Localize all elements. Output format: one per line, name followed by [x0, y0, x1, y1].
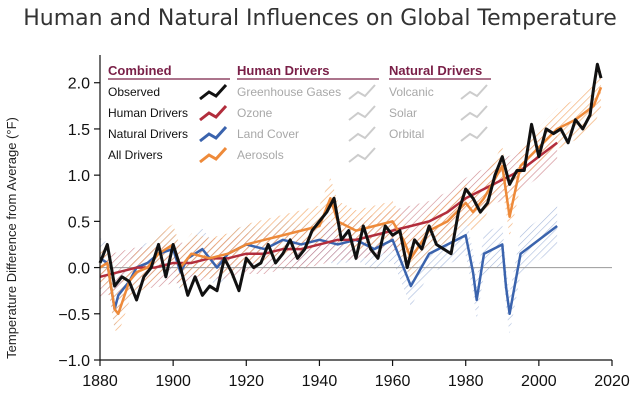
legend-item-label: Orbital: [389, 127, 424, 141]
legend-item-label: Land Cover: [237, 127, 299, 141]
x-tick-label: 2020: [594, 373, 630, 390]
legend-swatch: [199, 83, 228, 101]
y-tick-label: 1.5: [68, 122, 90, 139]
chart-title: Human and Natural Influences on Global T…: [23, 6, 617, 31]
legend-swatch: [348, 147, 376, 163]
y-tick-label: 0.5: [68, 214, 90, 231]
y-tick-label: 0.0: [68, 261, 90, 278]
x-tick-label: 1880: [82, 373, 118, 390]
legend-swatch: [348, 126, 376, 142]
legend-swatch: [460, 126, 488, 142]
legend-item-label: Natural Drivers: [108, 127, 188, 141]
legend-swatch: [348, 105, 376, 121]
y-tick-label: −0.5: [58, 307, 90, 324]
legend: Combined Observed Human Drivers Natural Dri…: [108, 63, 491, 164]
series-line-human-drivers: [99, 141, 558, 279]
x-tick-label: 1940: [302, 373, 338, 390]
legend-swatch: [348, 84, 376, 100]
series-line-natural-drivers: [99, 224, 558, 316]
legend-item-label: Observed: [108, 85, 160, 99]
legend-item-label: Volcanic: [389, 85, 434, 99]
y-tick-label: −1.0: [58, 353, 90, 370]
legend-item-label: Aerosols: [237, 148, 284, 162]
series-line-observed: [98, 62, 603, 302]
legend-item-label: All Drivers: [108, 148, 163, 162]
legend-swatch: [199, 125, 228, 143]
legend-swatch: [460, 105, 488, 121]
legend-item-label: Solar: [389, 106, 417, 120]
series-lines: [98, 62, 603, 316]
x-tick-label: 1960: [375, 373, 411, 390]
legend-item-label: Human Drivers: [108, 106, 188, 120]
legend-item-label: Ozone: [237, 106, 273, 120]
legend-swatch: [460, 84, 488, 100]
legend-swatch: [199, 104, 228, 122]
x-tick-label: 1920: [228, 373, 264, 390]
x-tick-label: 1900: [155, 373, 191, 390]
x-tick-label: 2000: [521, 373, 557, 390]
legend-heading: Natural Drivers: [389, 63, 482, 78]
axes: −1.0 −0.5 0.0 0.5 1.0 1.5 2.0 1880 1900 1920 1940 1…: [58, 55, 630, 390]
x-tick-label: 1980: [448, 373, 484, 390]
y-tick-label: 2.0: [68, 76, 90, 93]
y-tick-label: 1.0: [68, 168, 90, 185]
legend-item-label: Greenhouse Gases: [237, 85, 341, 99]
legend-heading: Human Drivers: [237, 63, 329, 78]
legend-heading: Combined: [108, 63, 172, 78]
legend-swatch: [199, 146, 228, 164]
y-axis-label: Temperature Difference from Average (°F): [4, 117, 19, 359]
series-line-all-drivers: [99, 86, 603, 316]
